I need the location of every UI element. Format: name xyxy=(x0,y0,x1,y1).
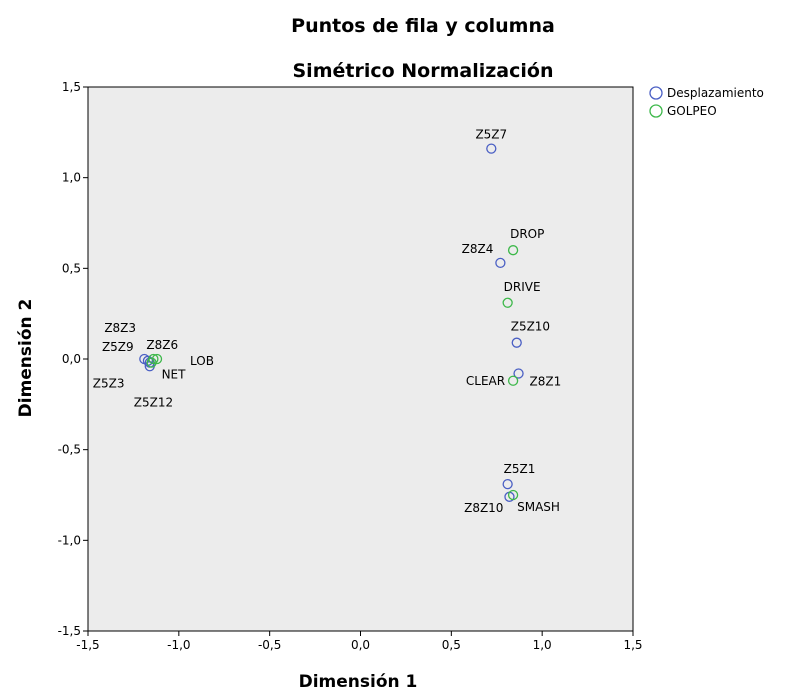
y-tick-label: -0,5 xyxy=(58,443,81,457)
point-label: LOB xyxy=(190,354,214,368)
y-tick-label: 1,5 xyxy=(62,80,81,94)
point-label: CLEAR xyxy=(466,374,505,388)
point-label: Z5Z1 xyxy=(504,462,536,476)
point-marker xyxy=(502,297,513,308)
legend-label: Desplazamiento xyxy=(667,86,764,100)
point-marker xyxy=(511,337,522,348)
point-marker xyxy=(507,245,519,256)
x-tick-label: -1,5 xyxy=(76,638,99,652)
x-tick-label: -1,0 xyxy=(167,638,190,652)
point-marker xyxy=(151,353,163,365)
legend-label: GOLPEO xyxy=(667,104,717,118)
x-tick-label: 1,5 xyxy=(623,638,642,652)
point-label: Z8Z6 xyxy=(146,338,178,352)
legend-marker xyxy=(649,104,663,118)
point-label: Z8Z10 xyxy=(464,501,503,515)
y-axis: -1,5 -1,0 -0,5 0,0 0,5 1,0 1,5 xyxy=(58,80,88,638)
y-tick-label: 1,0 xyxy=(62,171,81,185)
point-labels: Z5Z7 Z8Z4 Z5Z10 Z8Z1 Z5Z1 Z8Z10 Z8Z3 Z5Z9 Z5Z3 Z5… xyxy=(93,128,562,515)
legend-marker xyxy=(649,86,663,100)
point-marker xyxy=(502,478,513,490)
x-tick-label: 0,5 xyxy=(442,638,461,652)
point-label: Z5Z12 xyxy=(134,395,173,409)
y-axis-label: Dimensión 2 xyxy=(16,299,36,418)
chart-subtitle: Simétrico Normalización xyxy=(293,60,554,82)
data-points xyxy=(139,143,524,502)
y-tick-label: 0,5 xyxy=(62,261,81,275)
point-label: SMASH xyxy=(517,500,560,514)
point-label: Z5Z10 xyxy=(511,320,550,334)
point-label: Z5Z9 xyxy=(102,340,134,354)
point-marker xyxy=(507,489,519,501)
point-label: Z5Z3 xyxy=(93,377,125,391)
point-label: Z8Z4 xyxy=(462,242,494,256)
plot-area xyxy=(87,86,634,632)
y-tick-label: -1,5 xyxy=(58,624,81,638)
x-tick-label: 1,0 xyxy=(533,638,552,652)
legend: Desplazamiento GOLPEO xyxy=(649,86,764,118)
chart-title: Puntos de fila y columna xyxy=(291,15,555,37)
x-tick-label: -0,5 xyxy=(258,638,281,652)
point-marker xyxy=(513,368,524,379)
point-marker xyxy=(507,375,519,386)
point-label: Z5Z7 xyxy=(475,128,507,142)
y-tick-label: 0,0 xyxy=(62,352,81,366)
point-label: Z8Z3 xyxy=(104,321,136,335)
point-marker xyxy=(486,143,497,154)
point-label: Z8Z1 xyxy=(530,375,562,389)
y-tick-label: -1,0 xyxy=(58,533,81,547)
point-marker xyxy=(495,257,506,269)
x-axis: -1,5 -1,0 -0,5 0,0 0,5 1,0 1,5 xyxy=(76,631,643,652)
point-label: DRIVE xyxy=(504,280,541,294)
x-tick-label: 0,0 xyxy=(351,638,370,652)
x-axis-label: Dimensión 1 xyxy=(299,672,418,691)
point-marker xyxy=(146,357,157,368)
point-label: DROP xyxy=(510,227,544,241)
point-label: NET xyxy=(162,368,187,382)
